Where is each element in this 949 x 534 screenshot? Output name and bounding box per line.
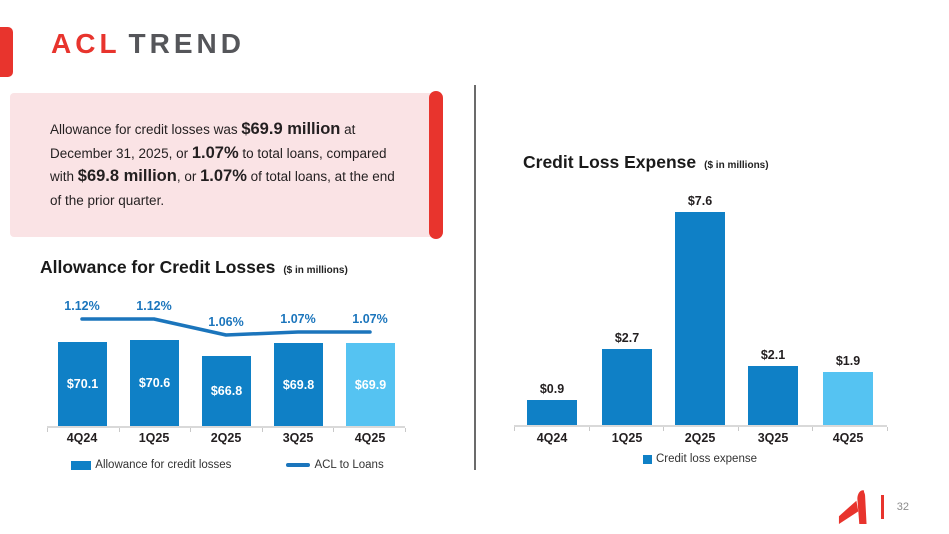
acl-bar: $69.8: [274, 343, 323, 426]
callout-highlight: 1.07%: [191, 143, 239, 162]
x-axis-label: 2Q25: [210, 431, 242, 445]
axis-tick: [737, 427, 739, 431]
cle-value-label: $7.6: [687, 194, 713, 208]
x-axis-label: 4Q25: [832, 431, 864, 445]
line-series: [80, 317, 372, 337]
axis-tick: [190, 428, 192, 432]
page-title: ACL TREND: [51, 28, 245, 60]
callout-box: Allowance for credit losses was $69.9 mi…: [10, 93, 434, 237]
cle-bar: [675, 212, 725, 425]
bar-value-label: $69.9: [354, 377, 387, 392]
callout-segment: Allowance for credit losses was: [50, 122, 242, 137]
cle-bar: [602, 349, 652, 425]
company-logo-icon: [839, 490, 867, 524]
chart-title-text: Credit Loss Expense: [523, 152, 697, 172]
acl-bar: $66.8: [202, 356, 251, 426]
acl-chart: $70.1 $70.6 $66.8 $69.8 $69.9 1.12% 1.12…: [40, 285, 415, 485]
acl-bar: $70.6: [130, 340, 179, 426]
acl-to-loans-line: [80, 317, 372, 337]
footer: 32: [837, 488, 909, 525]
callout-highlight: $69.8 million: [77, 167, 177, 185]
cle-value-label: $0.9: [539, 382, 565, 396]
credit-loss-expense-chart: $0.9 $2.7 $7.6 $2.1 $1.9 4Q24 1Q25 2Q25 …: [500, 185, 900, 480]
x-axis-label: 2Q25: [684, 431, 716, 445]
callout-accent-bar: [429, 91, 443, 239]
x-axis-label: 4Q24: [536, 431, 568, 445]
axis-tick: [405, 428, 406, 432]
callout-segment: at December 31, 2025, or: [50, 122, 356, 161]
acl-ratio-label: 1.07%: [280, 312, 316, 326]
acl-bar-current: $69.9: [346, 343, 395, 426]
acl-ratio-label: 1.06%: [208, 315, 244, 329]
acl-ratio-label: 1.12%: [136, 299, 172, 313]
acl-bar: $70.1: [58, 342, 107, 426]
axis-tick: [663, 427, 665, 431]
x-axis-label: 1Q25: [138, 431, 170, 445]
callout-highlight: $69.9 million: [241, 120, 341, 138]
callout-text: Allowance for credit losses was $69.9 mi…: [50, 118, 408, 212]
axis-tick: [812, 427, 814, 431]
axis-tick: [514, 427, 515, 431]
line-legend-swatch-icon: [286, 463, 311, 467]
cle-value-label: $2.7: [614, 331, 640, 345]
legend-item: ACL to Loans: [286, 459, 384, 471]
axis-tick: [47, 428, 48, 432]
axis-tick: [261, 428, 263, 432]
callout-segment: to total loans, compared with: [50, 145, 387, 185]
title-accent-text: ACL: [51, 28, 121, 59]
title-accent-bar: [0, 27, 13, 77]
x-axis-label: 4Q25: [354, 431, 386, 445]
acl-ratio-label: 1.07%: [352, 312, 388, 326]
x-axis: [514, 425, 888, 431]
legend-label: Allowance for credit losses: [95, 459, 232, 471]
axis-tick: [333, 428, 335, 432]
chart-subtitle-text: ($ in millions): [283, 265, 348, 276]
bar-legend-swatch-icon: [643, 454, 652, 464]
legend-item: Credit loss expense: [643, 453, 757, 465]
page-number: 32: [896, 500, 909, 513]
cle-chart-legend: Credit loss expense: [500, 453, 900, 465]
chart-title-text: Allowance for Credit Losses: [40, 257, 276, 277]
bar-value-label: $66.8: [210, 384, 243, 398]
axis-tick: [588, 427, 590, 431]
callout-segment: of total loans, at the end of the prior …: [50, 169, 395, 208]
acl-chart-legend: Allowance for credit losses ACL to Loans: [40, 459, 415, 471]
x-axis-label: 4Q24: [66, 431, 98, 445]
footer-divider: [881, 494, 884, 519]
cle-value-label: $2.1: [760, 348, 786, 362]
legend-label: ACL to Loans: [314, 459, 384, 471]
legend-label: Credit loss expense: [656, 453, 757, 465]
legend-item: Allowance for credit losses: [71, 459, 231, 471]
bar-value-label: $70.1: [66, 377, 99, 391]
title-rest-text: TREND: [128, 28, 245, 59]
x-axis-label: 3Q25: [282, 431, 314, 445]
axis-tick: [887, 427, 888, 431]
cle-value-label: $1.9: [835, 354, 861, 368]
x-axis-label: 3Q25: [757, 431, 789, 445]
callout-highlight: 1.07%: [200, 167, 247, 185]
x-axis: [47, 426, 406, 432]
acl-ratio-label: 1.12%: [64, 299, 100, 313]
callout-segment: , or: [176, 169, 201, 184]
cle-bar: [527, 400, 577, 425]
bar-legend-swatch-icon: [71, 460, 92, 470]
cle-bar: [748, 366, 798, 425]
cle-bar-current: [823, 372, 873, 425]
chart-subtitle-text: ($ in millions): [704, 160, 769, 171]
bar-value-label: $69.8: [282, 377, 315, 392]
bar-value-label: $70.6: [138, 376, 171, 390]
cle-chart-title: Credit Loss Expense ($ in millions): [523, 152, 769, 173]
x-axis-label: 1Q25: [611, 431, 643, 445]
acl-chart-title: Allowance for Credit Losses ($ in millio…: [40, 257, 348, 278]
axis-tick: [118, 428, 120, 432]
vertical-divider: [474, 85, 476, 470]
